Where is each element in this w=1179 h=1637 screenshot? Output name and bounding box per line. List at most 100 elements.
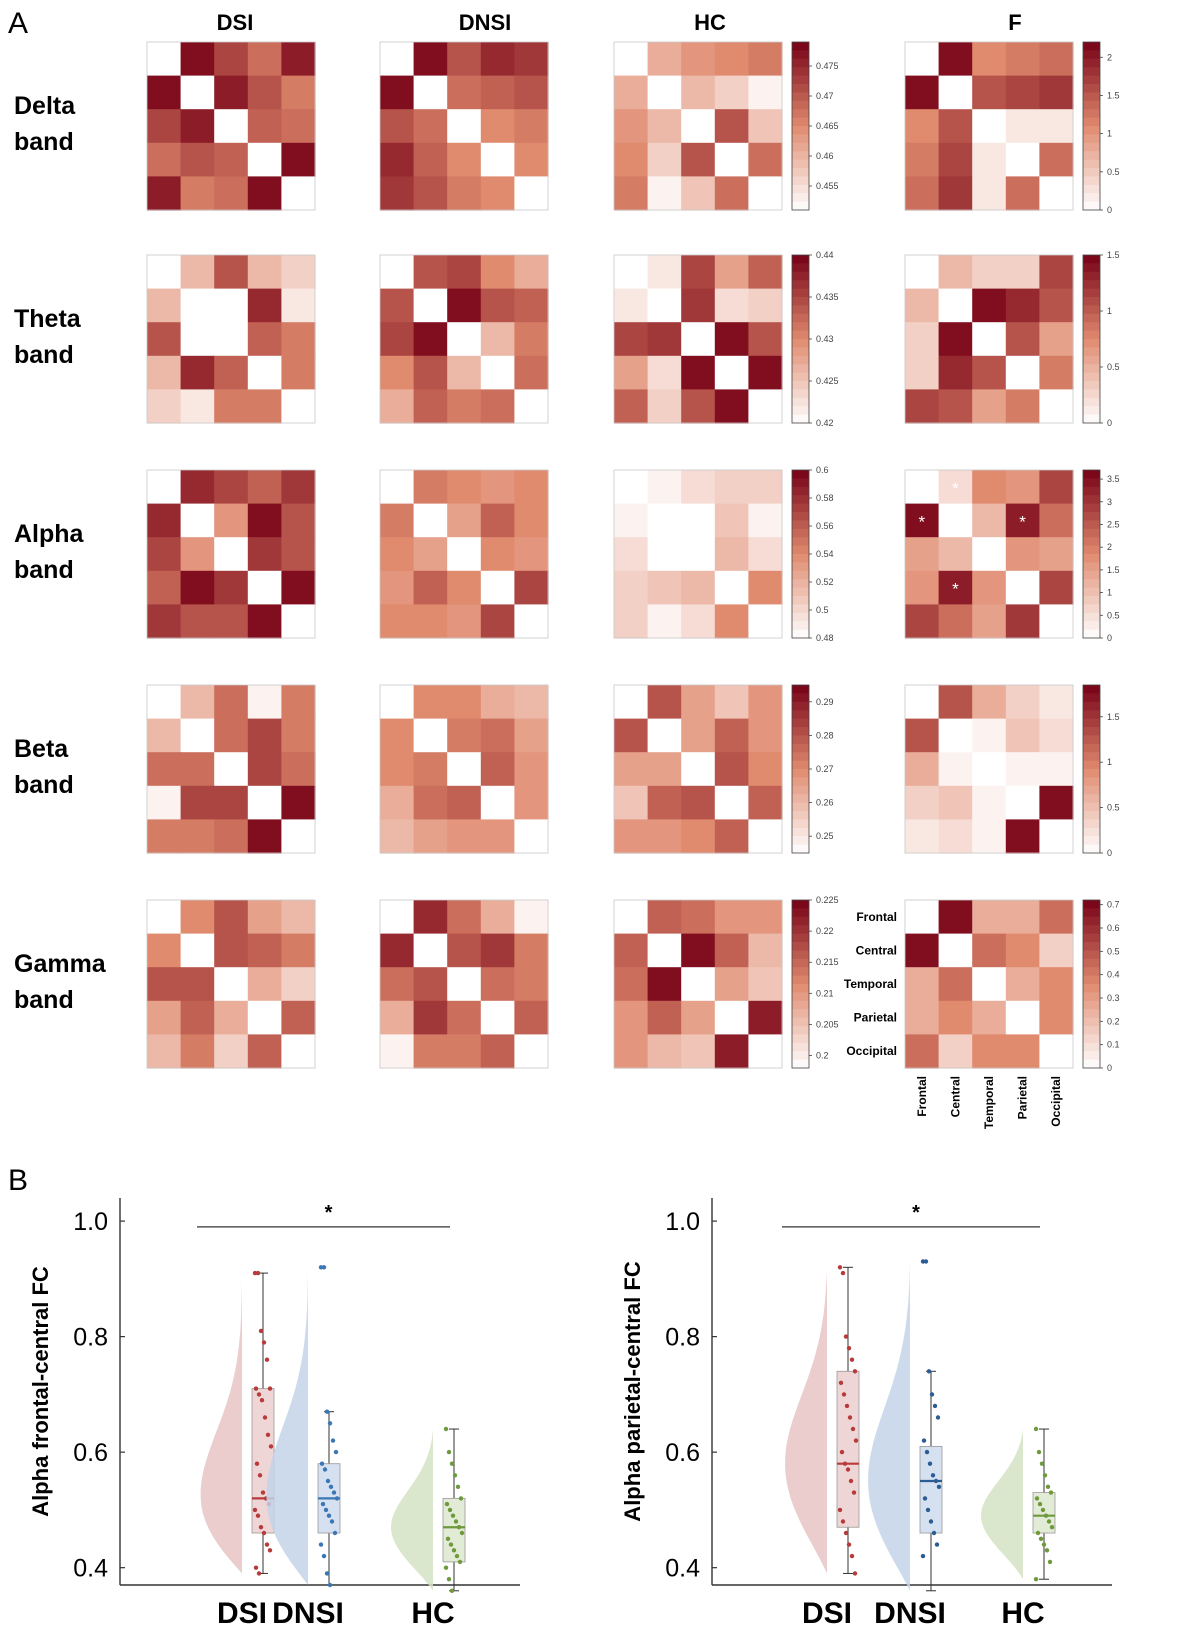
colorbar-segment [1083,701,1100,711]
heatmap-cell [614,604,649,639]
heatmap-cell [748,42,783,77]
heatmap-frame [146,469,316,639]
heatmap-cell [681,42,716,77]
heatmap-cell [214,255,249,290]
colorbar-segment [1083,84,1100,93]
heatmap-cell [514,785,549,820]
heatmap-cell [972,570,1007,605]
data-point [922,1496,928,1501]
heatmap-dnsi-delta [379,41,549,211]
heatmap-cell [905,819,940,854]
heatmap-cell [938,1034,973,1069]
data-point [459,1530,465,1536]
heatmap-cell [147,503,182,538]
heatmap-cell [714,900,749,935]
colorbar-segment [1083,75,1100,85]
data-point [262,1415,268,1420]
data-point [321,1265,327,1270]
data-point [849,1357,855,1362]
colorbar-segment [792,735,809,745]
colorbar-tick-label: 0.425 [816,376,839,386]
heatmap-cell [480,785,515,820]
colorbar-segment [1083,313,1100,323]
data-point [843,1530,849,1536]
colorbar-tick-label: 0.7 [1107,900,1120,910]
colorbar-segment [792,710,809,720]
colorbar-segment [792,992,809,1002]
violin-shape [981,1429,1023,1580]
heatmap-cell [1005,176,1040,211]
heatmap-cell [681,288,716,323]
colorbar-segment [792,554,809,563]
heatmap-cell [938,355,973,390]
heatmap-cell [447,900,482,935]
heatmap-cell [905,967,940,1002]
heatmap-cell [214,537,249,572]
heatmap-cell [1005,718,1040,753]
colorbar-segment [792,604,809,614]
row-label-parietal: Parietal [854,1011,897,1025]
heatmap-cell [480,142,515,177]
heatmap-cell [1005,685,1040,720]
heatmap-cell [480,900,515,935]
colorbar-segment [792,142,809,152]
colorbar-segment [1083,486,1100,496]
colorbar-segment [792,545,809,555]
data-point [839,1449,845,1455]
heatmap-cell [413,933,448,968]
colorbar-tick-label: 1.5 [1107,90,1120,100]
colorbar-segment [792,184,809,194]
colorbar-segment [1083,612,1100,622]
heatmap-cell [1039,570,1074,605]
colorbar-segment [1083,710,1100,720]
heatmap-cell [214,142,249,177]
heatmap-cell [480,752,515,787]
data-point [845,1467,851,1472]
colorbar-segment [792,777,809,787]
colorbar-segment [1083,42,1100,51]
heatmap-cell [380,785,415,820]
heatmap-cell [514,389,549,424]
colorbar-segment [1083,604,1100,614]
heatmap-cell [413,42,448,77]
data-point [1035,1530,1041,1536]
column-title-f: F [1008,10,1021,35]
heatmap-cell [380,322,415,357]
colorbar-segment [792,478,809,488]
heatmap-cell [514,176,549,211]
data-point [837,1265,843,1270]
heatmap-cell [514,503,549,538]
box [442,1497,466,1563]
colorbar-tick-label: 0.455 [816,181,839,191]
heatmap-cell [938,685,973,720]
heatmap-cell [281,176,316,211]
heatmap-cell [214,933,249,968]
x-tick-label-hc: HC [411,1597,454,1630]
heatmap-cell [147,176,182,211]
heatmap-cell [380,389,415,424]
colorbar-f-gamma: 0.7 0.6 0.5 0.4 0.3 0.2 0.1 0 [1082,899,1120,1073]
data-point [332,1530,338,1536]
heatmap-cell [214,570,249,605]
colorbar-segment [792,406,809,416]
heatmap-cell [714,322,749,357]
colorbar-segment [1083,554,1100,563]
heatmap-cell [647,142,682,177]
data-point [258,1328,264,1334]
data-point [1046,1519,1052,1524]
colorbar-segment [1083,305,1100,315]
colorbar-tick-label: 0.5 [1107,167,1120,177]
colorbar-segment [1083,176,1100,186]
band-label-alpha-suffix: band [14,556,74,584]
colorbar-segment [1083,802,1100,812]
data-point [324,1409,330,1414]
colorbar-segment [792,925,809,935]
heatmap-cell [748,900,783,935]
heatmap-cell [647,288,682,323]
heatmap-cell [480,470,515,505]
heatmap-cell [681,355,716,390]
heatmap-cell [748,933,783,968]
colorbar-tick-label: 0.47 [816,91,834,101]
data-point [448,1542,454,1547]
heatmap-cell [681,470,716,505]
